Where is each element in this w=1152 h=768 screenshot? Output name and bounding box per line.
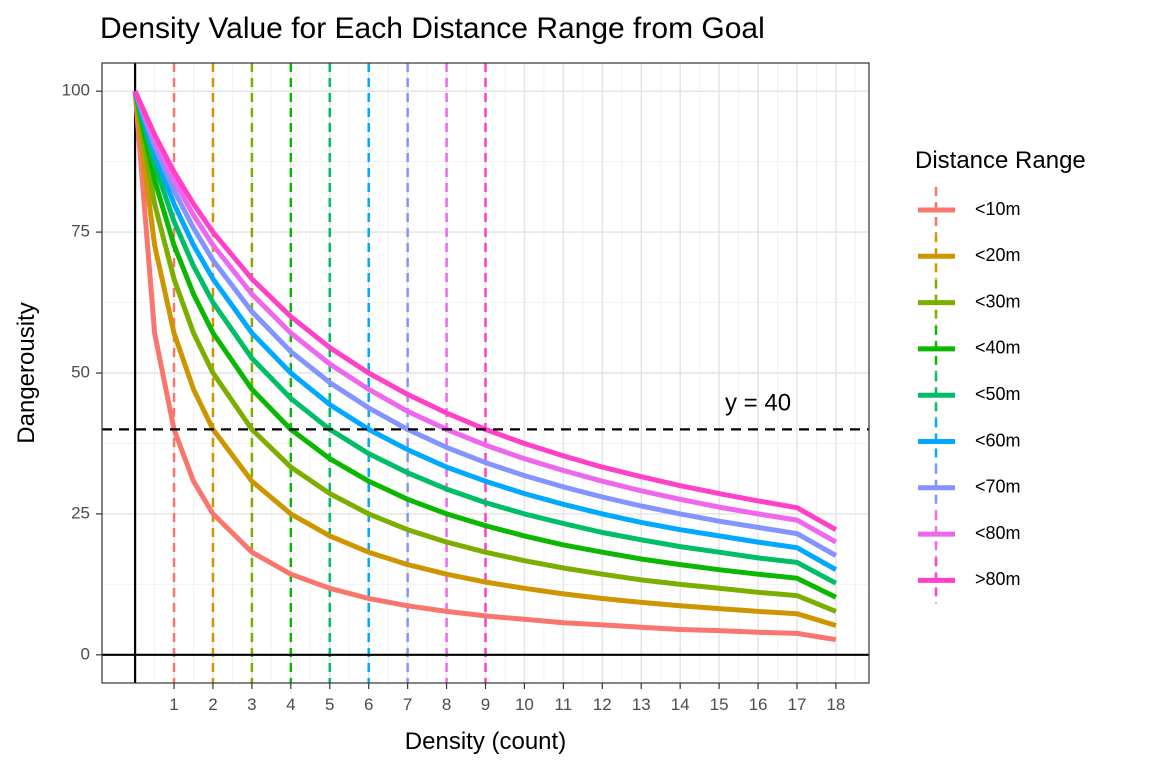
y-axis-title: Dangerousity (13, 302, 40, 443)
legend-label: <10m (975, 199, 1021, 219)
x-tick-label: 1 (169, 695, 178, 714)
legend-item: <80m (918, 511, 1021, 558)
series-line-80m (132, 90, 838, 532)
x-tick-label: 10 (515, 695, 534, 714)
x-tick-label: 15 (710, 695, 729, 714)
y-tick-label: 25 (71, 503, 90, 522)
x-tick-label: 14 (671, 695, 690, 714)
legend-label: <70m (975, 477, 1021, 497)
legend-label: <30m (975, 291, 1021, 311)
series-line-50m (132, 90, 838, 586)
series-line-70m (132, 90, 838, 558)
legend-item: <60m (918, 418, 1021, 465)
x-axis-title: Density (count) (405, 728, 566, 755)
x-tick-label: 16 (749, 695, 768, 714)
legend-label: <40m (975, 338, 1021, 358)
series-line-60m (132, 90, 838, 572)
y-tick-label: 50 (71, 362, 90, 381)
legend-item: <50m (918, 372, 1021, 419)
hline-label: y = 40 (725, 389, 791, 416)
series-line-10m (132, 90, 837, 643)
chart-title: Density Value for Each Distance Range fr… (100, 12, 765, 45)
legend: Distance Range <10m <20m <30m <40m <50m <60m <… (915, 147, 1086, 604)
series-line-30m (132, 90, 837, 614)
legend-label: <60m (975, 430, 1021, 450)
legend-item: <40m (918, 325, 1021, 372)
x-tick-label: 6 (364, 695, 373, 714)
legend-item: <70m (918, 464, 1021, 511)
x-tick-label: 12 (593, 695, 612, 714)
x-tick-label: 5 (325, 695, 334, 714)
y-tick-label: 0 (81, 644, 90, 663)
legend-label: <20m (975, 245, 1021, 265)
legend-title: Distance Range (915, 147, 1086, 174)
legend-item: <30m (918, 279, 1021, 326)
x-tick-label: 11 (555, 695, 573, 714)
horizontal-reference-line: y = 40 (102, 389, 869, 431)
x-tick-label: 4 (286, 695, 295, 714)
y-tick-label: 100 (62, 81, 90, 100)
x-tick-label: 17 (788, 695, 807, 714)
legend-label: <80m (975, 523, 1021, 543)
legend-label: >80m (975, 569, 1021, 589)
x-tick-label: 7 (403, 695, 412, 714)
x-tick-label: 18 (826, 695, 845, 714)
x-tick-label: 8 (442, 695, 451, 714)
x-tick-label: 13 (632, 695, 651, 714)
x-tick-label: 3 (247, 695, 256, 714)
axis-lines (102, 63, 869, 683)
series-line-20m (132, 90, 837, 628)
x-tick-label: 2 (208, 695, 217, 714)
legend-item: >80m (918, 557, 1021, 604)
series-lines (132, 90, 838, 643)
legend-label: <50m (975, 384, 1021, 404)
y-tick-label: 75 (71, 222, 90, 241)
legend-item: <10m (918, 187, 1021, 233)
legend-item: <20m (918, 233, 1021, 280)
x-tick-label: 9 (481, 695, 490, 714)
series-line-40m (132, 90, 838, 600)
